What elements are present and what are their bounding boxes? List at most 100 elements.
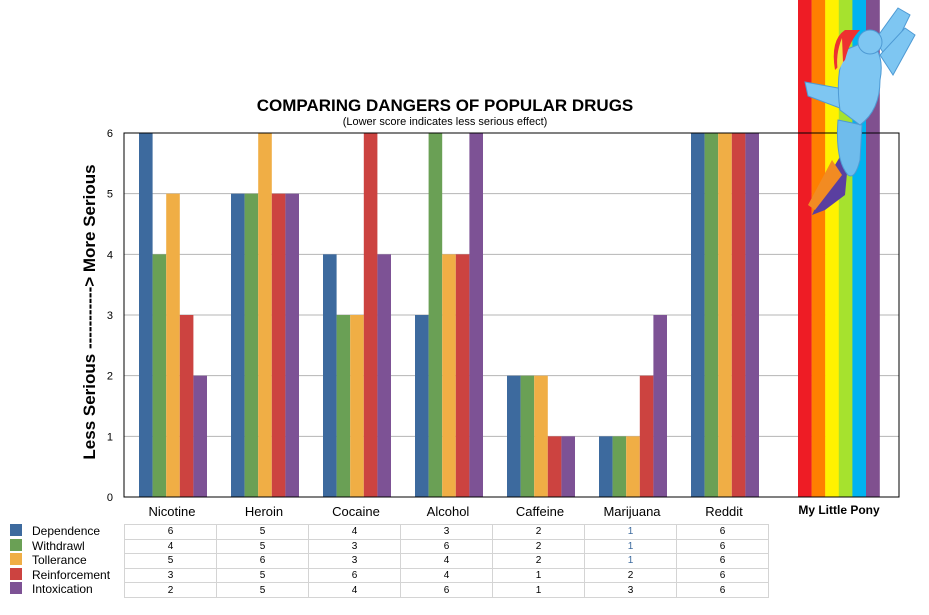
bar-dependence-nicotine: [139, 133, 153, 497]
bar-intoxication-nicotine: [193, 375, 207, 497]
legend-label: Withdrawl: [32, 538, 85, 553]
bar-intoxication-cocaine: [377, 254, 391, 497]
legend-swatch: [10, 524, 22, 536]
y-tick-label: 0: [107, 492, 113, 504]
bar-tollerance-reddit: [718, 133, 732, 497]
table-cell: 6: [124, 524, 217, 540]
table-cell: 3: [308, 553, 401, 569]
bar-tollerance-nicotine: [166, 193, 180, 497]
legend-item: Tollerance: [10, 553, 87, 568]
table-cell: 6: [400, 538, 493, 555]
legend-label: Intoxication: [32, 582, 93, 597]
rainbow-dash-pony-image: [804, 7, 916, 215]
table-cell: 5: [124, 553, 217, 569]
bar-reinforcement-heroin: [271, 193, 286, 497]
category-label: Heroin: [244, 504, 284, 519]
bar-reinforcement-caffeine: [547, 436, 562, 497]
bar-withdrawl-caffeine: [520, 375, 535, 497]
rainbow-bar: [798, 0, 812, 497]
category-label: Nicotine: [148, 504, 196, 519]
legend-item: Withdrawl: [10, 538, 85, 554]
category-label: Caffeine: [515, 504, 565, 519]
bar-dependence-cocaine: [323, 254, 337, 497]
table-cell: 6: [308, 567, 401, 584]
bar-tollerance-caffeine: [534, 375, 548, 497]
table-cell: 4: [308, 524, 401, 540]
table-cell: 2: [492, 524, 585, 540]
table-cell: 5: [216, 567, 309, 584]
bar-withdrawl-alcohol: [428, 133, 443, 497]
bar-tollerance-heroin: [258, 133, 272, 497]
bar-tollerance-marijuana: [626, 436, 640, 497]
plot-frame: [123, 132, 900, 498]
bar-intoxication-alcohol: [469, 133, 483, 497]
table-cell: 3: [124, 567, 217, 584]
rainbow-bar: [825, 0, 839, 497]
bar-reinforcement-reddit: [731, 133, 746, 497]
bar-withdrawl-cocaine: [336, 315, 351, 497]
legend-swatch: [10, 538, 22, 551]
chart-title: COMPARING DANGERS OF POPULAR DRUGS: [256, 96, 634, 115]
y-tick-label: 1: [107, 431, 113, 443]
legend-label: Tollerance: [32, 553, 87, 568]
bar-intoxication-marijuana: [653, 315, 667, 497]
y-tick-label: 5: [107, 189, 113, 201]
bar-intoxication-reddit: [745, 133, 759, 497]
bar-intoxication-heroin: [285, 193, 299, 497]
category-label: Cocaine: [332, 504, 380, 519]
table-cell: 6: [216, 553, 309, 569]
bar-withdrawl-marijuana: [612, 436, 627, 497]
table-cell: 1: [492, 567, 585, 584]
rainbow-bar: [866, 0, 880, 497]
table-cell: 3: [308, 538, 401, 555]
y-tick-label: 3: [107, 310, 113, 322]
category-label: Reddit: [705, 504, 743, 519]
legend-swatch: [10, 553, 22, 566]
table-cell: 5: [216, 582, 309, 598]
table-cell: 1: [492, 582, 585, 598]
table-cell: 2: [492, 553, 585, 569]
y-tick-label: 6: [107, 128, 113, 140]
table-cell: 1: [584, 553, 677, 569]
table-cell: 2: [492, 538, 585, 555]
table-cell: 5: [216, 538, 309, 555]
bar-reinforcement-nicotine: [179, 315, 194, 497]
table-cell: 2: [124, 582, 217, 598]
table-cell: 2: [584, 567, 677, 584]
bar-dependence-reddit: [691, 133, 705, 497]
chart-subtitle: (Lower score indicates less serious effe…: [342, 116, 548, 128]
table-cell: 6: [676, 524, 769, 540]
bar-tollerance-alcohol: [442, 254, 456, 497]
category-label: Marijuana: [603, 504, 661, 519]
table-cell: 1: [584, 538, 677, 555]
bar-withdrawl-heroin: [244, 193, 259, 497]
bar-reinforcement-cocaine: [363, 133, 378, 497]
table-cell: 6: [676, 567, 769, 584]
table-cell: 3: [584, 582, 677, 598]
table-cell: 4: [400, 553, 493, 569]
legend-label: Dependence: [32, 524, 101, 538]
table-cell: 1: [584, 524, 677, 540]
table-cell: 6: [400, 582, 493, 598]
table-cell: 4: [124, 538, 217, 555]
bar-dependence-heroin: [231, 193, 245, 497]
category-label-my-little-pony: My Little Pony: [798, 503, 880, 517]
table-cell: 6: [676, 582, 769, 598]
legend-item: Reinforcement: [10, 567, 110, 583]
bar-tollerance-cocaine: [350, 315, 364, 497]
y-tick-label: 2: [107, 371, 113, 383]
table-cell: 6: [676, 538, 769, 555]
table-cell: 4: [400, 567, 493, 584]
bar-withdrawl-reddit: [704, 133, 719, 497]
legend-swatch: [10, 582, 22, 595]
bar-reinforcement-alcohol: [455, 254, 470, 497]
bar-withdrawl-nicotine: [152, 254, 167, 497]
table-cell: 5: [216, 524, 309, 540]
bar-dependence-alcohol: [415, 315, 429, 497]
